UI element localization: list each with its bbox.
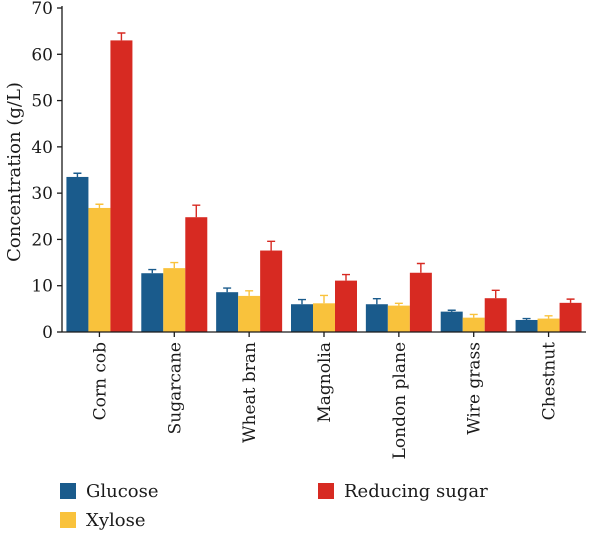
x-tick-label-corn-cob: Corn cob: [90, 342, 110, 420]
bar-xylose-wheat-bran: [238, 295, 261, 332]
x-tick-label-london-plane: London plane: [390, 342, 410, 459]
bar-reducing-sugar-wire-grass: [484, 298, 507, 332]
axes: [61, 6, 586, 333]
bar-xylose-corn-cob: [88, 207, 111, 332]
error-bar-xylose-wheat-bran: [245, 290, 254, 296]
bar-glucose-magnolia: [291, 304, 313, 332]
error-bar-xylose-corn-cob: [95, 203, 104, 208]
x-tick-label-sugarcane: Sugarcane: [165, 342, 185, 434]
error-bar-glucose-magnolia: [298, 298, 306, 305]
error-bar-glucose-sugarcane: [148, 268, 157, 274]
y-tick-label: 60: [31, 45, 53, 65]
bar-reducing-sugar-chestnut: [559, 302, 582, 332]
bars-layer: [66, 40, 582, 333]
bar-xylose-wire-grass: [462, 317, 485, 332]
error-bar-xylose-sugarcane: [170, 261, 179, 269]
x-tick-label-wheat-bran: Wheat bran: [240, 342, 260, 443]
legend-label-reducing-sugar: Reducing sugar: [344, 481, 488, 502]
bar-reducing-sugar-sugarcane: [185, 217, 208, 332]
error-bar-reducing-sugar-wheat-bran: [267, 240, 276, 251]
bar-glucose-wheat-bran: [216, 292, 239, 332]
bar-reducing-sugar-magnolia: [335, 280, 357, 332]
bar-xylose-london-plane: [387, 305, 410, 332]
x-axis-ticks: Corn cob Sugarcane Wheat bran Magnolia Londo…: [90, 332, 560, 459]
error-bar-xylose-wire-grass: [469, 313, 478, 318]
legend-swatch-glucose: [60, 483, 76, 499]
error-bar-glucose-wire-grass: [447, 309, 456, 312]
error-bar-xylose-london-plane: [394, 302, 403, 306]
y-tick-label: 40: [31, 138, 53, 158]
bar-xylose-magnolia: [313, 303, 335, 332]
bar-xylose-sugarcane: [163, 268, 186, 332]
x-tick-label-chestnut: Chestnut: [540, 342, 560, 420]
bar-xylose-chestnut: [537, 318, 560, 332]
legend-swatch-xylose: [60, 512, 76, 528]
y-tick-label: 50: [31, 92, 53, 112]
error-bar-glucose-chestnut: [522, 317, 531, 320]
x-tick-label-magnolia: Magnolia: [315, 342, 335, 423]
error-bar-reducing-sugar-corn-cob: [117, 32, 126, 41]
error-bar-reducing-sugar-magnolia: [342, 273, 350, 281]
y-tick-label: 0: [42, 323, 53, 343]
error-bar-reducing-sugar-chestnut: [566, 298, 575, 303]
legend-swatch-reducing-sugar: [318, 483, 334, 499]
error-bar-xylose-magnolia: [320, 294, 328, 304]
error-bars-layer: [73, 32, 575, 320]
y-tick-label: 20: [31, 230, 53, 250]
legend: Glucose Xylose Reducing sugar: [60, 481, 488, 531]
x-tick-label-wire-grass: Wire grass: [465, 342, 485, 435]
bar-glucose-wire-grass: [440, 311, 463, 332]
bar-reducing-sugar-corn-cob: [110, 40, 133, 333]
bar-glucose-sugarcane: [141, 273, 164, 332]
y-tick-label: 10: [31, 277, 53, 297]
error-bar-glucose-corn-cob: [73, 172, 82, 177]
error-bar-glucose-london-plane: [372, 297, 381, 305]
bar-reducing-sugar-wheat-bran: [260, 250, 283, 332]
y-axis-ticks: 0 10 20 30 40 50 60 70: [31, 0, 62, 343]
bar-glucose-chestnut: [515, 319, 538, 332]
bar-glucose-london-plane: [365, 304, 388, 332]
error-bar-reducing-sugar-wire-grass: [491, 289, 500, 299]
legend-label-glucose: Glucose: [86, 481, 159, 502]
error-bar-xylose-chestnut: [544, 315, 553, 319]
y-tick-label: 70: [31, 0, 53, 19]
error-bar-reducing-sugar-london-plane: [416, 262, 425, 273]
bar-reducing-sugar-london-plane: [409, 272, 432, 332]
bar-glucose-corn-cob: [66, 176, 89, 332]
y-tick-label: 30: [31, 184, 53, 204]
error-bar-reducing-sugar-sugarcane: [192, 204, 201, 218]
error-bar-glucose-wheat-bran: [223, 287, 232, 293]
y-axis-title: Concentration (g/L): [4, 82, 25, 262]
legend-label-xylose: Xylose: [86, 510, 145, 531]
